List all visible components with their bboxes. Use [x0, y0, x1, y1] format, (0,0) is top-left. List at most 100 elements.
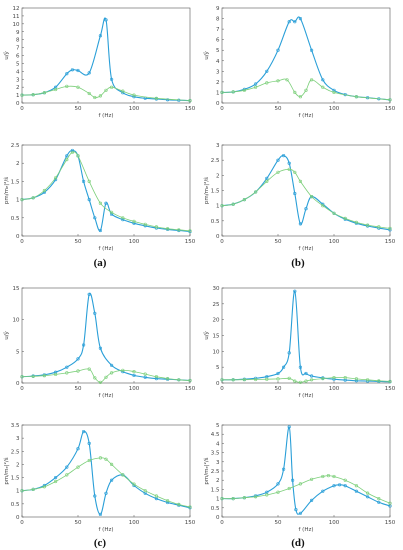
y-tick-label: 6 — [216, 38, 220, 44]
data-point-green — [121, 473, 125, 477]
plot-frame — [21, 287, 191, 384]
data-point-blue — [321, 489, 325, 493]
data-point-green — [332, 90, 336, 94]
data-point-green — [166, 227, 170, 231]
data-point-blue — [388, 228, 392, 232]
data-point-green — [287, 486, 291, 491]
data-point-blue — [76, 357, 80, 361]
data-point-green — [354, 220, 359, 224]
data-point-blue — [291, 478, 295, 482]
data-point-green — [121, 89, 125, 93]
data-point-green — [53, 479, 58, 484]
data-point-green — [87, 91, 91, 96]
y-tick-label: 9 — [216, 6, 220, 12]
x-tick-label: 100 — [129, 239, 140, 245]
data-point-blue — [53, 370, 58, 374]
x-tick-label: 0 — [20, 386, 24, 392]
data-point-blue — [276, 158, 280, 162]
data-point-green — [265, 493, 269, 497]
data-point-blue — [254, 82, 258, 86]
data-point-blue — [104, 201, 108, 205]
data-point-green — [65, 371, 69, 375]
y-tick-label: 7 — [216, 27, 220, 33]
data-point-green — [220, 378, 224, 382]
y-tick-label: 3 — [216, 143, 220, 149]
data-point-blue — [98, 512, 102, 517]
data-point-blue — [377, 500, 381, 504]
data-point-green — [188, 98, 192, 103]
data-point-green — [31, 374, 35, 379]
data-point-blue — [332, 88, 336, 92]
x-tick-label: 150 — [185, 520, 196, 526]
data-point-green — [265, 81, 269, 85]
y-tick-label: 4 — [16, 69, 20, 75]
x-tick-label: 150 — [385, 386, 396, 392]
data-point-blue — [276, 48, 280, 52]
data-point-green — [65, 84, 69, 88]
data-point-blue — [132, 373, 136, 378]
series-line-blue — [21, 430, 191, 515]
data-point-green — [310, 78, 314, 82]
plot-frame — [221, 424, 391, 518]
y-tick-label: 5 — [16, 349, 20, 355]
data-point-green — [377, 225, 381, 229]
data-point-blue — [109, 77, 114, 81]
data-point-blue — [109, 478, 114, 482]
y-tick-label: 8 — [16, 38, 20, 44]
data-point-blue — [276, 482, 280, 486]
series-line-green — [221, 475, 391, 504]
data-point-green — [104, 88, 108, 92]
series-line-blue — [221, 154, 391, 231]
x-tick-label: 150 — [185, 386, 196, 392]
data-point-green — [104, 457, 108, 461]
y-tick-label: 1 — [16, 489, 20, 495]
data-point-green — [98, 456, 102, 460]
data-point-green — [121, 216, 125, 220]
data-point-green — [321, 204, 325, 208]
data-point-blue — [265, 69, 269, 73]
chart-c-top: 0 50 100 150 0 5 10 15 f (Hz) u/ŷ — [3, 286, 196, 399]
data-point-blue — [298, 365, 303, 369]
series-line-green — [21, 151, 191, 232]
data-point-green — [377, 497, 381, 501]
data-point-blue — [343, 484, 347, 488]
data-point-green — [293, 379, 297, 383]
data-point-blue — [293, 289, 297, 293]
data-point-green — [109, 210, 114, 214]
y-tick-label: 2.5 — [211, 158, 220, 164]
data-point-green — [20, 198, 24, 202]
data-point-blue — [287, 161, 291, 165]
data-point-blue — [310, 498, 314, 503]
y-tick-label: 1 — [16, 198, 20, 204]
data-point-blue — [310, 374, 314, 378]
data-point-blue — [104, 491, 108, 495]
data-point-blue — [354, 489, 359, 493]
data-point-blue — [294, 508, 298, 512]
data-point-blue — [65, 72, 69, 76]
y-axis-label: u/ŷ — [3, 50, 10, 59]
data-point-blue — [265, 176, 269, 180]
data-point-green — [143, 222, 147, 226]
x-tick-label: 50 — [75, 386, 82, 392]
y-tick-label: 15 — [13, 286, 20, 292]
series-line-green — [21, 85, 191, 101]
y-axis-label: u/ŷ — [3, 330, 10, 339]
x-tick-label: 150 — [185, 239, 196, 245]
data-point-green — [242, 88, 246, 92]
data-point-blue — [81, 343, 86, 347]
data-point-blue — [338, 483, 342, 487]
data-point-blue — [143, 375, 147, 379]
data-point-green — [321, 474, 325, 479]
series-line-green — [221, 168, 391, 229]
y-tick-label: 2 — [216, 80, 220, 86]
data-point-green — [366, 223, 370, 227]
data-point-blue — [98, 34, 102, 38]
data-point-green — [254, 190, 258, 194]
data-point-green — [177, 378, 181, 382]
series-line-blue — [221, 290, 391, 383]
x-axis-label: f (Hz) — [99, 113, 114, 119]
data-point-blue — [276, 371, 280, 376]
data-point-green — [265, 179, 269, 183]
data-point-green — [343, 376, 347, 380]
